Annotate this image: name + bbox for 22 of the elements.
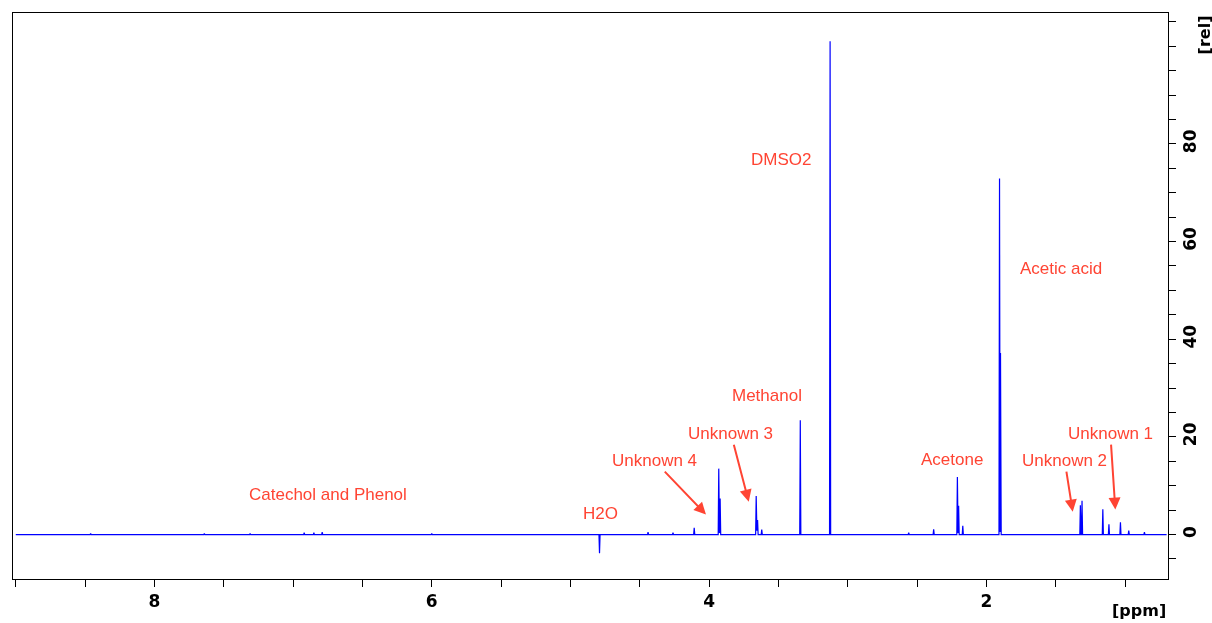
y-tick-label: 80: [1180, 129, 1201, 154]
x-tick-label: 4: [703, 591, 716, 612]
annotation: H2O: [583, 504, 618, 523]
annotation: Unknown 4: [612, 451, 698, 470]
x-tick-label: 8: [148, 591, 161, 612]
line-series: [15, 40, 1168, 554]
x-tick-label: 6: [425, 591, 438, 612]
annotation: Unknown 3: [688, 424, 774, 443]
annotation: Catechol and Phenol: [249, 485, 407, 504]
x-tick-label: 2: [980, 591, 993, 612]
annotation: Unknown 1: [1068, 424, 1154, 443]
annotation: Acetic acid: [1020, 259, 1103, 278]
annotation: Acetone: [921, 450, 984, 469]
annotation: Unknown 2: [1022, 451, 1108, 470]
y-tick-label: 60: [1180, 227, 1201, 251]
annotation: DMSO2: [751, 150, 812, 169]
x-axis-title: [ppm]: [1112, 601, 1167, 620]
annotation: Methanol: [732, 386, 802, 405]
y-tick-label: 20: [1180, 422, 1201, 447]
y-tick-label: 40: [1180, 324, 1201, 349]
y-tick-label: 0: [1180, 525, 1201, 538]
y-axis-title: [rel]: [1195, 15, 1212, 55]
